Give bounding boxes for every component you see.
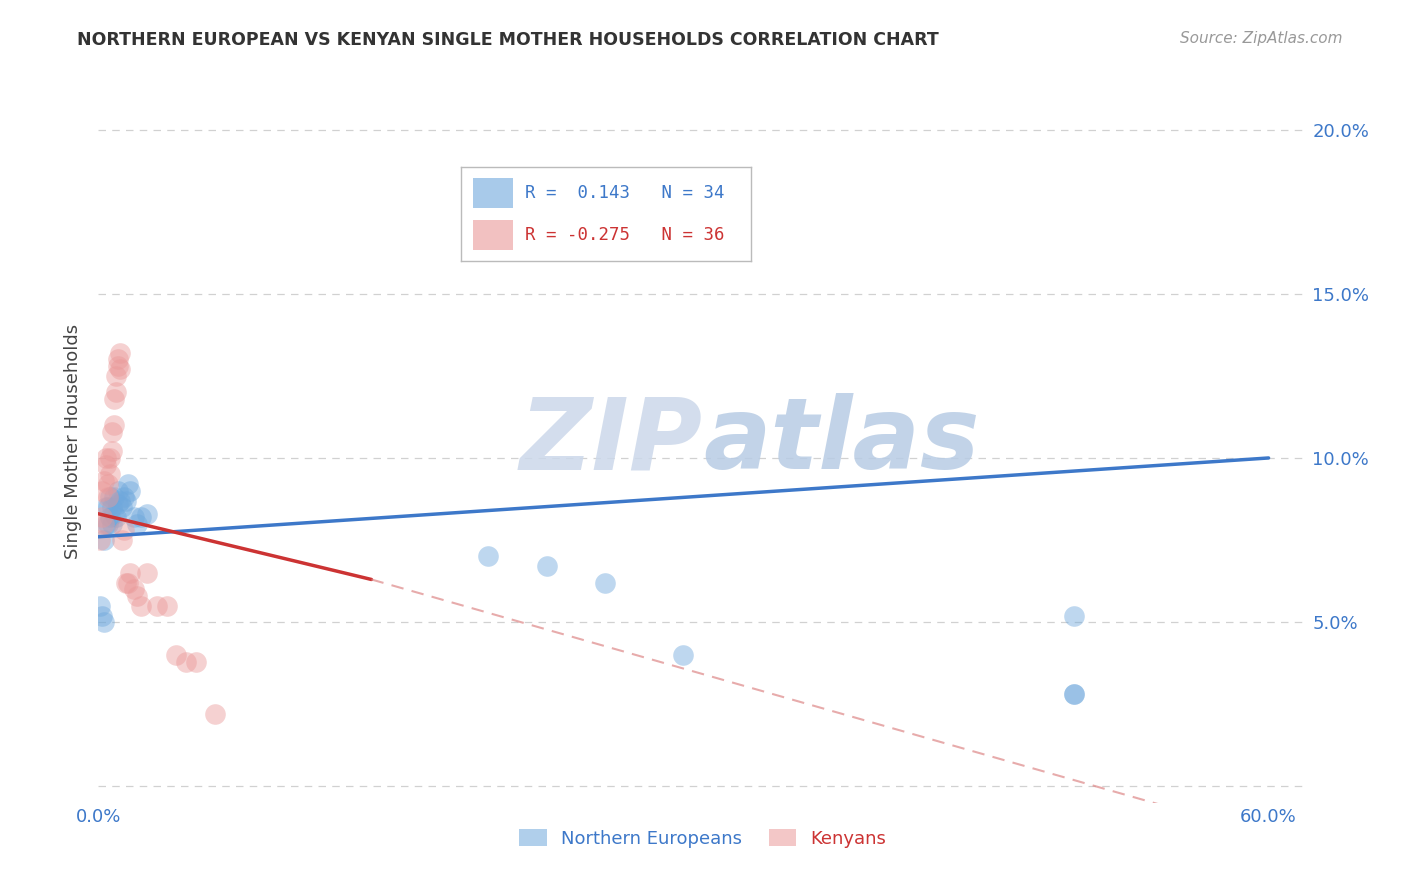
Y-axis label: Single Mother Households: Single Mother Households [65,324,83,559]
Point [97,516,120,531]
Point [1063,687,1085,701]
Point [114,575,136,590]
Point [136,566,159,580]
Text: Source: ZipAtlas.com: Source: ZipAtlas.com [1180,31,1343,46]
Point [118,566,141,580]
Point [204,707,226,722]
Point [112,491,135,505]
Point [165,648,187,662]
Text: NORTHERN EUROPEAN VS KENYAN SINGLE MOTHER HOUSEHOLDS CORRELATION CHART: NORTHERN EUROPEAN VS KENYAN SINGLE MOTHE… [77,31,939,49]
Point [107,352,129,367]
Point [536,559,558,574]
Point [108,346,131,360]
Point [98,491,121,505]
Point [98,467,121,482]
Point [107,497,129,511]
Point [122,510,145,524]
Point [108,493,131,508]
Point [103,491,125,505]
Point [112,523,135,537]
Point [1063,608,1085,623]
Point [131,510,153,524]
Point [96,500,118,515]
Point [103,507,125,521]
Point [1063,687,1085,701]
Point [107,359,129,373]
Text: atlas: atlas [703,393,980,490]
Point [104,368,127,383]
Point [98,510,121,524]
Point [91,483,114,498]
Point [101,425,124,439]
Point [136,507,159,521]
Point [91,608,114,623]
Point [117,575,139,590]
Point [89,533,111,547]
Point [101,500,124,515]
Point [93,474,115,488]
Point [672,648,695,662]
Legend: Northern Europeans, Kenyans: Northern Europeans, Kenyans [512,822,894,855]
Point [93,533,115,547]
Point [93,615,115,630]
Point [96,450,118,465]
Point [103,418,125,433]
Point [101,444,124,458]
Point [97,500,120,515]
Point [595,575,617,590]
Point [91,510,114,524]
Point [107,483,129,498]
Point [93,516,115,531]
Point [97,477,120,491]
Point [89,599,111,613]
Point [97,491,120,505]
Text: ZIP: ZIP [520,393,703,490]
Point [101,516,124,531]
Point [108,362,131,376]
Point [104,510,127,524]
Point [103,392,125,406]
Point [156,599,179,613]
Point [114,493,136,508]
Point [111,533,134,547]
Point [131,599,153,613]
Point [184,655,207,669]
Point [127,589,149,603]
Point [146,599,169,613]
Point [98,450,121,465]
Point [118,483,141,498]
Point [96,458,118,472]
Point [111,500,134,515]
Point [117,477,139,491]
Point [122,582,145,597]
Point [104,385,127,400]
Point [96,516,118,531]
Point [477,549,499,564]
Point [174,655,197,669]
Point [127,516,149,531]
